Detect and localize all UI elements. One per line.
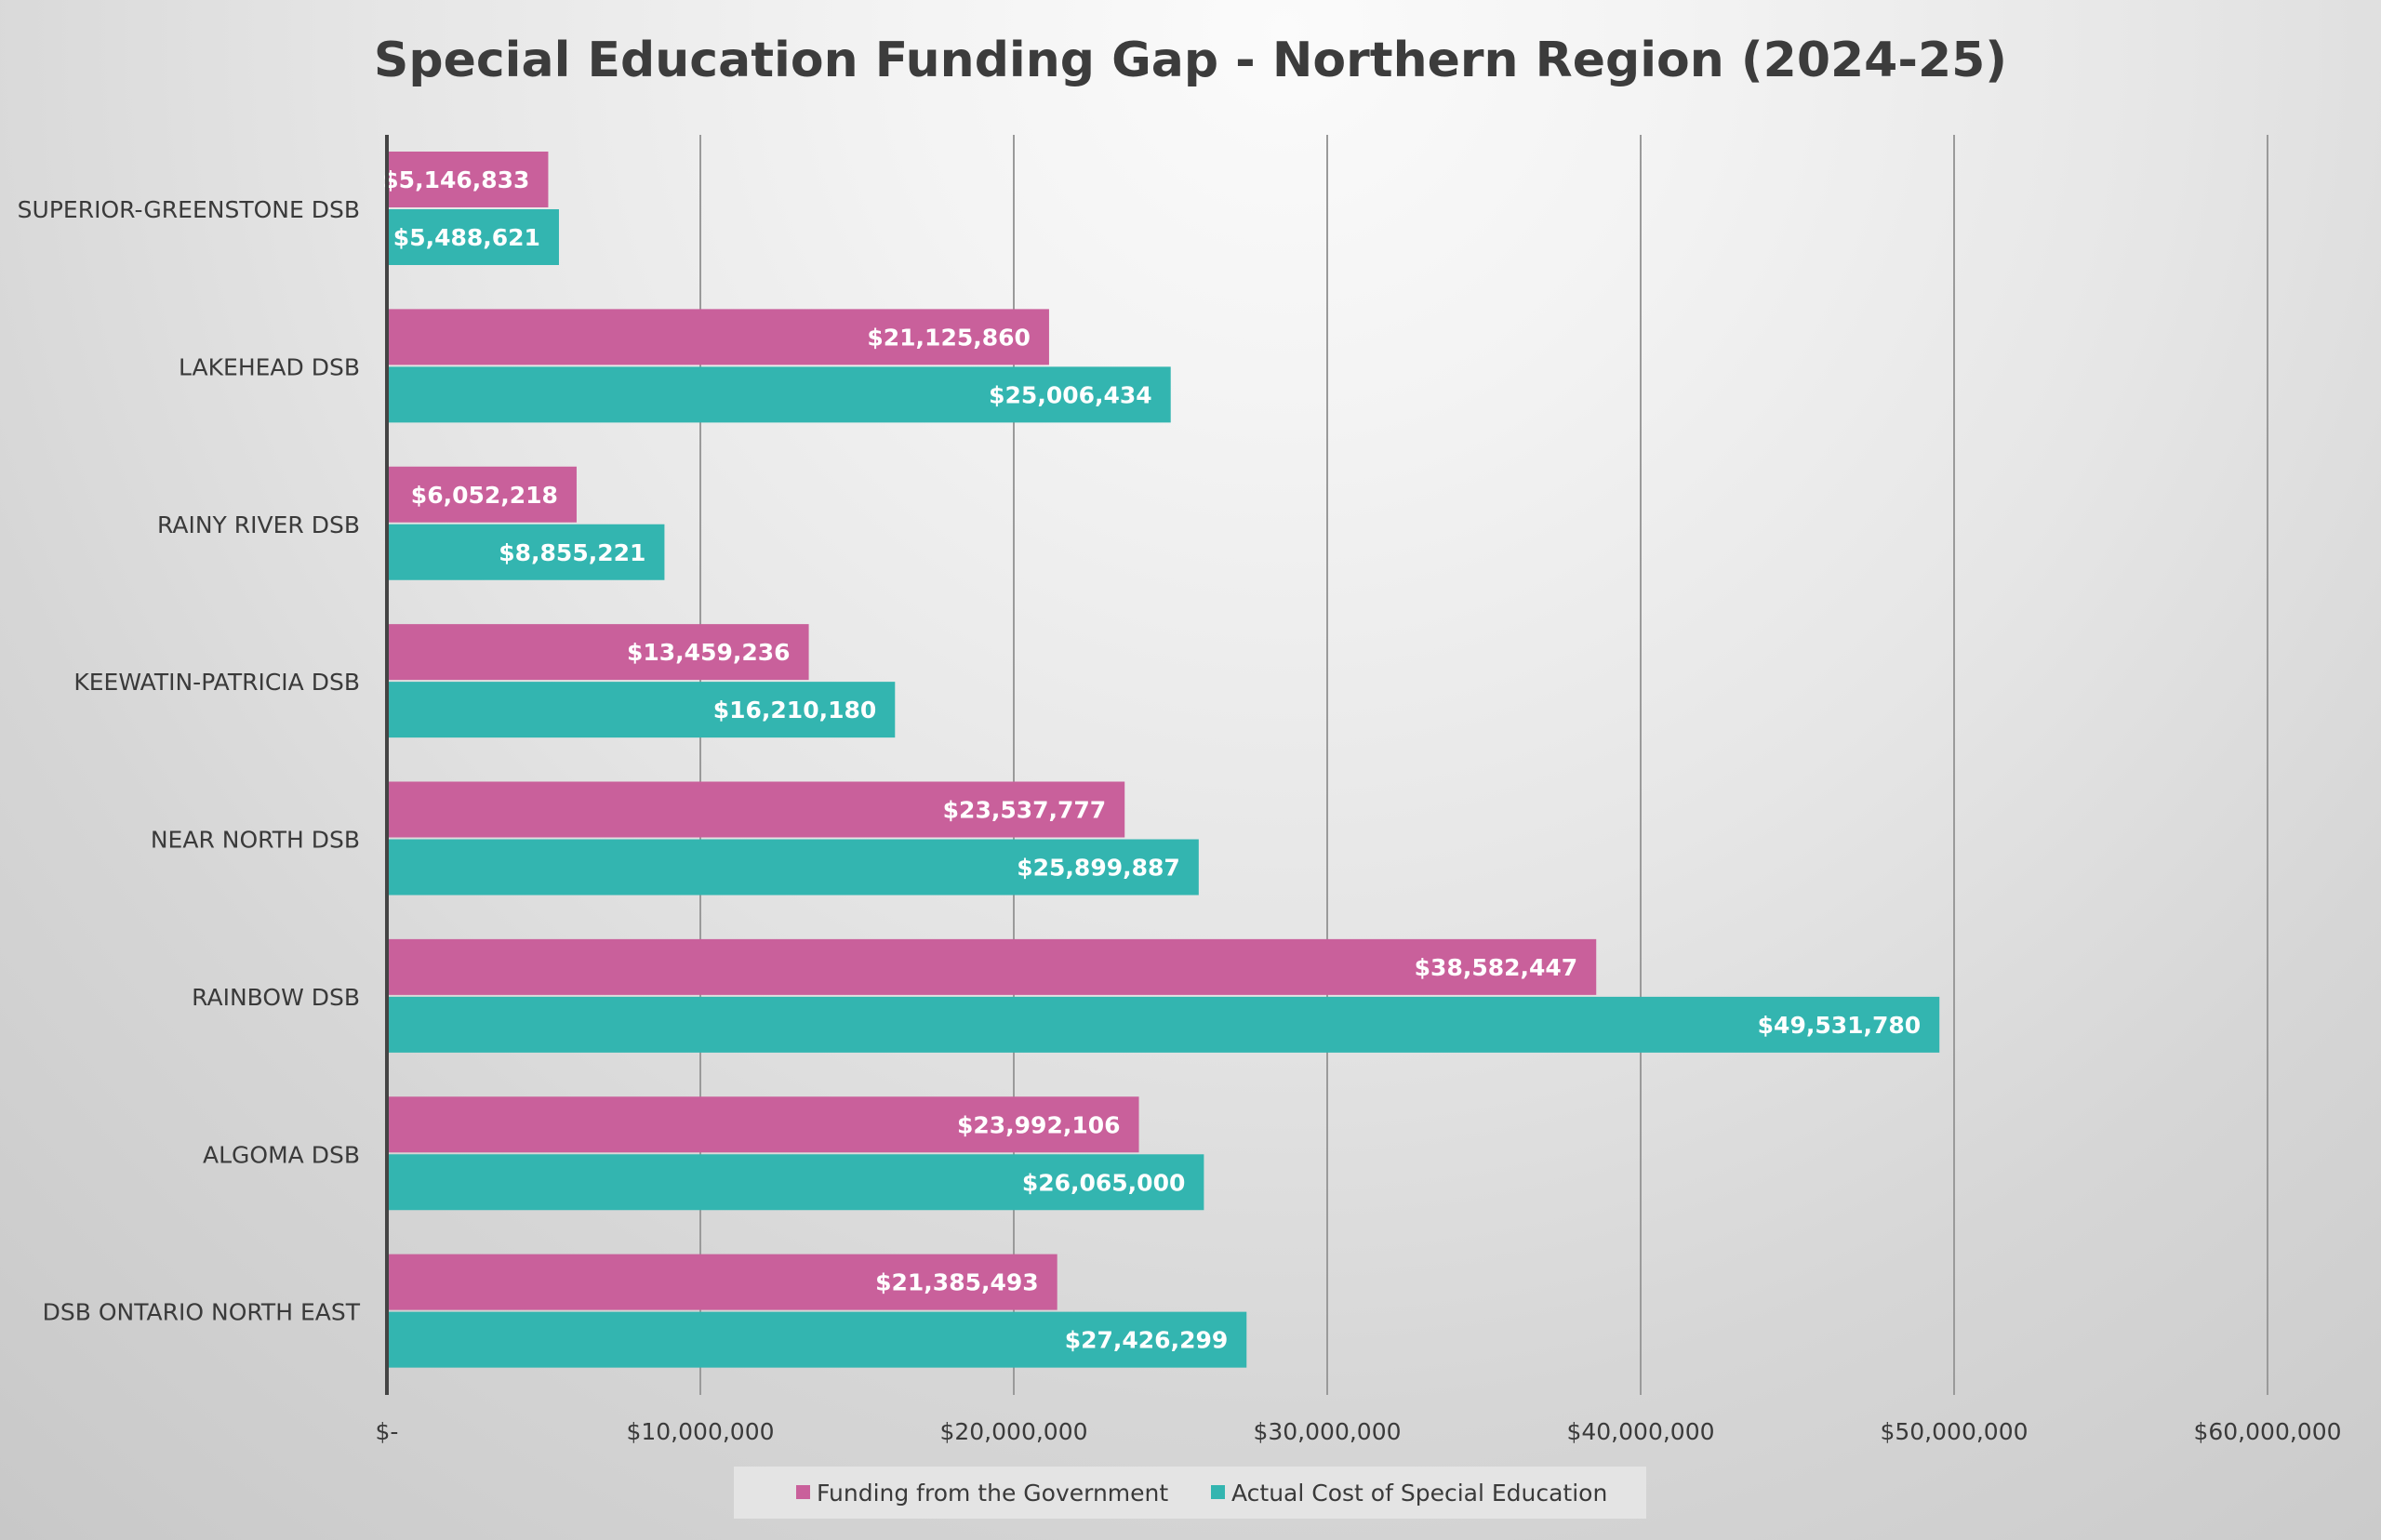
bar-actual-cost-2 [387, 524, 665, 580]
data-label-actual-cost-5: $49,531,780 [1758, 1012, 1922, 1039]
bar-funding-0 [387, 152, 549, 207]
legend-swatch-1 [1211, 1485, 1225, 1499]
data-label-actual-cost-1: $25,006,434 [989, 381, 1152, 408]
category-axis: SUPERIOR-GREENSTONE DSB LAKEHEAD DSB RAINY… [18, 135, 389, 1395]
tick-label-0: $- [376, 1418, 399, 1445]
bar-funding-1 [387, 309, 1049, 365]
bar-funding-4 [387, 781, 1125, 838]
data-label-funding-1: $21,125,860 [867, 324, 1031, 351]
data-label-funding-2: $6,052,218 [411, 482, 558, 509]
legend-swatch-0 [796, 1485, 810, 1499]
data-label-actual-cost-4: $25,899,887 [1017, 855, 1180, 882]
category-label-3: KEEWATIN-PATRICIA DSB [73, 669, 360, 696]
data-label-actual-cost-3: $16,210,180 [713, 697, 877, 724]
tick-label-3: $30,000,000 [1253, 1418, 1401, 1445]
category-label-6: ALGOMA DSB [203, 1141, 360, 1168]
data-label-funding-5: $38,582,447 [1415, 954, 1578, 981]
category-label-5: RAINBOW DSB [192, 984, 360, 1011]
data-label-actual-cost-2: $8,855,221 [499, 539, 645, 566]
bar-funding-3 [387, 624, 809, 681]
bar-funding-6 [387, 1096, 1139, 1153]
value-axis: $- $10,000,000 $20,000,000 $30,000,000 $40,0… [376, 1418, 2342, 1445]
category-label-2: RAINY RIVER DSB [157, 511, 360, 538]
bar-actual-cost-3 [387, 682, 896, 738]
bar-actual-cost-5 [387, 996, 1940, 1053]
category-label-1: LAKEHEAD DSB [179, 353, 360, 380]
tick-label-6: $60,000,000 [2193, 1418, 2341, 1445]
legend-label-1: Actual Cost of Special Education [1231, 1480, 1607, 1507]
data-label-funding-6: $23,992,106 [957, 1111, 1121, 1138]
data-label-actual-cost-6: $26,065,000 [1022, 1169, 1186, 1196]
data-label-funding-0: $5,146,833 [382, 166, 529, 193]
bar-funding-2 [387, 466, 577, 523]
bar-actual-cost-1 [387, 366, 1171, 423]
legend-background [734, 1467, 1646, 1519]
data-label-actual-cost-0: $5,488,621 [393, 224, 540, 251]
bar-actual-cost-4 [387, 839, 1199, 896]
bar-actual-cost-7 [387, 1311, 1247, 1368]
bars: $5,146,833 $5,488,621 $21,125,860 $25,006,4… [382, 152, 1940, 1368]
bar-funding-7 [387, 1254, 1057, 1310]
bar-funding-5 [387, 938, 1597, 995]
tick-label-5: $50,000,000 [1880, 1418, 2028, 1445]
category-label-4: NEAR NORTH DSB [151, 827, 360, 854]
data-label-funding-3: $13,459,236 [627, 639, 791, 666]
category-label-0: SUPERIOR-GREENSTONE DSB [18, 196, 360, 223]
bar-actual-cost-6 [387, 1154, 1204, 1211]
tick-label-4: $40,000,000 [1566, 1418, 1714, 1445]
chart-title: Special Education Funding Gap - Northern… [374, 33, 2007, 88]
tick-label-2: $20,000,000 [939, 1418, 1087, 1445]
legend: Funding from the Government Actual Cost o… [734, 1467, 1646, 1519]
legend-label-0: Funding from the Government [817, 1480, 1168, 1507]
tick-label-1: $10,000,000 [626, 1418, 774, 1445]
category-label-7: DSB ONTARIO NORTH EAST [43, 1299, 361, 1326]
bar-actual-cost-0 [387, 209, 559, 265]
data-label-actual-cost-7: $27,426,299 [1065, 1327, 1229, 1354]
data-label-funding-4: $23,537,777 [943, 797, 1107, 824]
data-label-funding-7: $21,385,493 [875, 1269, 1039, 1296]
